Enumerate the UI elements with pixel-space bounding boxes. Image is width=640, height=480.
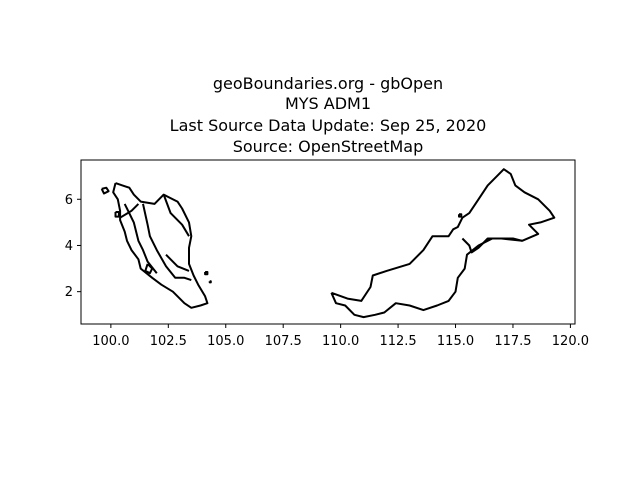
y-axis: 2 4 6: [65, 193, 81, 300]
boundary-langkawi: [100, 186, 110, 195]
boundary-penang: [114, 211, 120, 218]
boundary-peninsular-south-division: [165, 253, 190, 272]
title-line-1: geoBoundaries.org - gbOpen: [213, 74, 443, 93]
plot-frame: [80, 159, 576, 325]
boundary-peninsular-kl: [144, 263, 154, 275]
boundary-labuan: [458, 213, 463, 218]
boundary-layer: [100, 168, 556, 319]
x-tick-label: 115.0: [437, 334, 474, 349]
x-tick-label: 105.0: [207, 334, 244, 349]
x-tick-label: 100.0: [92, 334, 129, 349]
y-tick-label: 4: [65, 239, 73, 254]
boundary-peninsular-west-division: [123, 203, 158, 274]
y-tick-label: 6: [65, 193, 73, 208]
y-tick-label: 2: [65, 285, 73, 300]
x-tick-label: 107.5: [265, 334, 302, 349]
boundary-peninsular-north-division: [119, 203, 140, 219]
x-tick-label: 102.5: [150, 334, 187, 349]
title-line-3: Last Source Data Update: Sep 25, 2020: [170, 116, 487, 135]
x-tick-label: 117.5: [494, 334, 531, 349]
boundary-borneo-outline: [330, 168, 556, 319]
boundary-east-islands-1: [204, 271, 209, 276]
x-tick-label: 110.0: [322, 334, 359, 349]
title-line-4: Source: OpenStreetMap: [233, 137, 424, 156]
boundary-sabah-sarawak-division: [461, 237, 523, 254]
x-axis: 100.0 102.5 105.0 107.5 110.0 112.5 115.0 117.5…: [92, 324, 589, 349]
x-tick-label: 120.0: [552, 334, 589, 349]
title-line-2: MYS ADM1: [285, 94, 371, 113]
boundary-peninsular-central-division: [142, 203, 192, 282]
boundary-peninsular-outline: [112, 182, 209, 309]
x-tick-label: 112.5: [379, 334, 416, 349]
map-title: geoBoundaries.org - gbOpen MYS ADM1 Last…: [170, 74, 487, 156]
boundary-peninsular-east-division: [162, 194, 190, 237]
boundary-east-islands-2: [208, 280, 212, 284]
